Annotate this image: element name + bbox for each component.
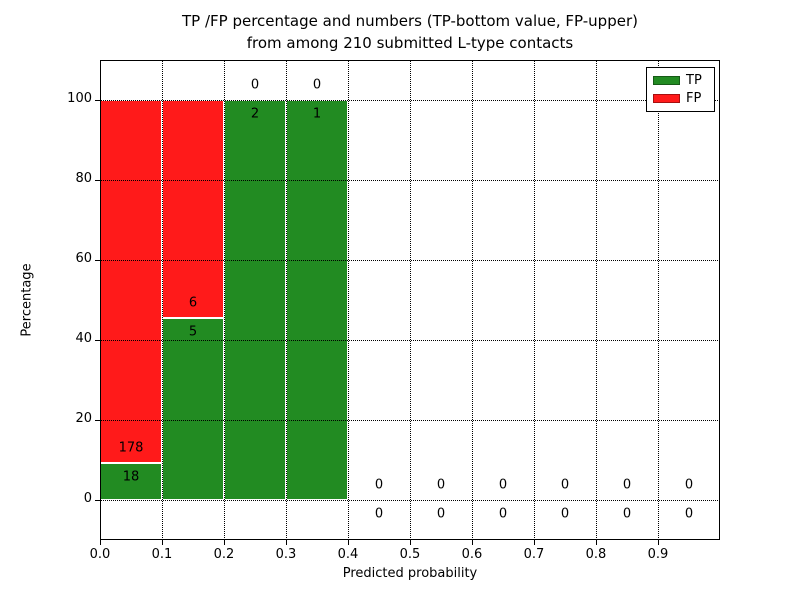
y-tick xyxy=(95,500,100,501)
x-tick-label: 0.6 xyxy=(461,547,483,562)
x-tick-label: 0.9 xyxy=(647,547,669,562)
y-tick xyxy=(95,180,100,181)
gridline-horizontal xyxy=(100,100,720,101)
annotation-tp-count: 0 xyxy=(374,506,384,522)
gridline-vertical xyxy=(162,60,163,540)
annotation-tp-count: 0 xyxy=(560,506,570,522)
gridline-horizontal xyxy=(100,180,720,181)
gridline-vertical xyxy=(658,60,659,540)
x-tick xyxy=(410,540,411,545)
x-tick-label: 0.2 xyxy=(213,547,235,562)
legend: TP FP xyxy=(646,67,715,112)
annotation-tp-count: 18 xyxy=(122,469,140,485)
gridline-vertical xyxy=(348,60,349,540)
y-tick-label: 100 xyxy=(67,91,92,106)
gridline-vertical xyxy=(534,60,535,540)
x-tick-label: 0.7 xyxy=(523,547,545,562)
gridline-vertical xyxy=(472,60,473,540)
y-tick xyxy=(95,420,100,421)
x-tick-label: 0.0 xyxy=(89,547,111,562)
gridline-horizontal xyxy=(100,340,720,341)
x-tick xyxy=(472,540,473,545)
annotation-fp-count: 0 xyxy=(498,477,508,493)
x-tick-label: 0.5 xyxy=(399,547,421,562)
gridline-vertical xyxy=(286,60,287,540)
gridline-vertical xyxy=(410,60,411,540)
y-tick-label: 40 xyxy=(75,331,92,346)
gridline-vertical xyxy=(224,60,225,540)
gridline-vertical xyxy=(596,60,597,540)
grid-layer xyxy=(100,60,720,540)
bar-segment-fp xyxy=(162,100,224,318)
y-tick-label: 20 xyxy=(75,411,92,426)
x-tick-label: 0.4 xyxy=(337,547,359,562)
annotation-tp-count: 0 xyxy=(436,506,446,522)
annotation-fp-count: 178 xyxy=(118,440,144,456)
y-tick xyxy=(95,340,100,341)
x-tick xyxy=(348,540,349,545)
annotation-fp-count: 0 xyxy=(684,477,694,493)
legend-label-tp: TP xyxy=(686,73,702,89)
annotation-fp-count: 0 xyxy=(250,77,260,93)
x-tick xyxy=(596,540,597,545)
y-tick-label: 60 xyxy=(75,251,92,266)
plot-area: 178 18 6 5 0 2 0 1 0 0 0 0 0 0 0 0 0 0 0 0 xyxy=(100,60,720,540)
x-tick xyxy=(100,540,101,545)
y-tick xyxy=(95,100,100,101)
x-tick xyxy=(658,540,659,545)
annotations-layer: 178 18 6 5 0 2 0 1 0 0 0 0 0 0 0 0 0 0 0 0 xyxy=(100,60,720,540)
bar-segment-fp xyxy=(100,100,162,464)
x-axis-label: Predicted probability xyxy=(342,566,478,581)
x-tick xyxy=(534,540,535,545)
y-axis-label: Percentage xyxy=(19,263,35,337)
x-tick-label: 0.3 xyxy=(275,547,297,562)
legend-label-fp: FP xyxy=(686,90,702,106)
annotation-fp-count: 0 xyxy=(560,477,570,493)
annotation-tp-count: 0 xyxy=(684,506,694,522)
y-tick xyxy=(95,260,100,261)
y-tick-label: 0 xyxy=(83,491,92,506)
bar-segment-tp xyxy=(100,463,162,500)
legend-item-tp: TP xyxy=(653,74,708,87)
chart-title-line-1: TP /FP percentage and numbers (TP-bottom… xyxy=(182,12,638,30)
bar-segment-tp xyxy=(286,100,348,500)
bars-layer xyxy=(100,60,720,540)
legend-item-fp: FP xyxy=(653,92,708,105)
x-tick-label: 0.1 xyxy=(151,547,173,562)
annotation-tp-count: 2 xyxy=(250,106,260,122)
x-tick-label: 0.8 xyxy=(585,547,607,562)
x-tick xyxy=(162,540,163,545)
annotation-fp-count: 0 xyxy=(312,77,322,93)
annotation-fp-count: 0 xyxy=(436,477,446,493)
y-tick-label: 80 xyxy=(75,171,92,186)
annotation-fp-count: 0 xyxy=(622,477,632,493)
gridline-horizontal xyxy=(100,500,720,501)
annotation-tp-count: 0 xyxy=(622,506,632,522)
annotation-tp-count: 0 xyxy=(498,506,508,522)
gridline-horizontal xyxy=(100,420,720,421)
x-tick xyxy=(224,540,225,545)
annotation-fp-count: 6 xyxy=(188,295,198,311)
x-tick xyxy=(286,540,287,545)
legend-swatch-fp xyxy=(653,93,680,103)
annotation-fp-count: 0 xyxy=(374,477,384,493)
chart-title-line-2: from among 210 submitted L-type contacts xyxy=(246,34,574,52)
gridline-horizontal xyxy=(100,260,720,261)
annotation-tp-count: 1 xyxy=(312,106,322,122)
annotation-tp-count: 5 xyxy=(188,324,198,340)
legend-swatch-tp xyxy=(653,76,680,86)
